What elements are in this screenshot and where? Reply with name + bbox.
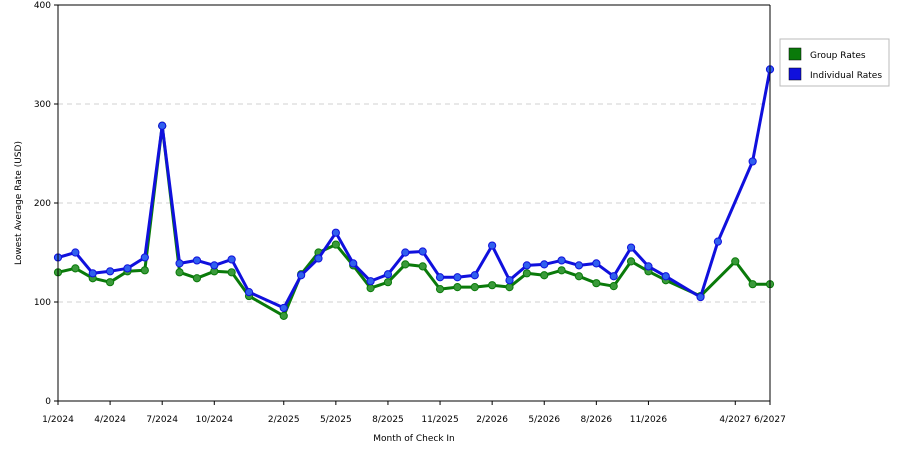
data-point[interactable] — [175, 259, 184, 268]
data-point[interactable] — [244, 288, 254, 297]
data-point[interactable] — [227, 268, 236, 277]
data-point[interactable] — [140, 253, 149, 262]
grid-lines — [58, 103, 770, 303]
data-point[interactable] — [488, 241, 497, 250]
data-point[interactable] — [71, 248, 80, 257]
data-point[interactable] — [540, 260, 549, 269]
data-point[interactable] — [505, 283, 514, 292]
data-point[interactable] — [748, 280, 757, 289]
x-tick-label: 1/2024 — [42, 415, 74, 425]
data-point[interactable] — [227, 255, 236, 264]
data-point[interactable] — [609, 282, 618, 291]
x-tick-label: 8/2026 — [581, 415, 613, 425]
data-point[interactable] — [488, 281, 497, 290]
data-point[interactable] — [696, 292, 705, 302]
data-point[interactable] — [297, 271, 306, 280]
series-layer — [53, 65, 775, 320]
data-point[interactable] — [626, 243, 636, 252]
data-point[interactable] — [557, 266, 566, 275]
x-tick-label: 8/2025 — [372, 415, 404, 425]
data-point[interactable] — [210, 261, 219, 270]
x-tick-label: 10/2024 — [196, 415, 234, 425]
axes — [57, 4, 771, 402]
data-point[interactable] — [140, 266, 149, 275]
data-point[interactable] — [366, 284, 375, 293]
data-point[interactable] — [453, 273, 462, 282]
y-tick-label: 200 — [34, 199, 51, 209]
data-point[interactable] — [401, 248, 410, 257]
y-tick-label: 400 — [34, 1, 51, 11]
x-ticks: 1/2024 4/2024 7/2024 10/2024 2/2025 5/2025 8/2… — [42, 401, 786, 425]
data-point[interactable] — [644, 262, 653, 271]
data-point[interactable] — [366, 277, 375, 286]
legend-swatch — [788, 47, 802, 61]
series-individual-rates — [53, 65, 775, 313]
data-point[interactable] — [314, 254, 323, 263]
data-point[interactable] — [401, 260, 410, 269]
x-tick-label: 2/2026 — [476, 415, 508, 425]
x-tick-label: 5/2025 — [320, 415, 352, 425]
data-point[interactable] — [279, 311, 288, 320]
data-point[interactable] — [279, 303, 288, 313]
data-point[interactable] — [522, 261, 531, 270]
data-point[interactable] — [105, 267, 115, 276]
data-point[interactable] — [574, 272, 584, 281]
legend-label: Individual Rates — [810, 71, 882, 81]
data-point[interactable] — [331, 240, 340, 249]
data-point[interactable] — [192, 256, 202, 265]
data-point[interactable] — [88, 269, 97, 278]
legend-label: Group Rates — [810, 51, 866, 61]
data-point[interactable] — [470, 283, 479, 292]
data-point[interactable] — [175, 268, 184, 277]
data-point[interactable] — [418, 262, 427, 271]
x-tick-label: 11/2025 — [421, 415, 458, 425]
data-point[interactable] — [505, 276, 514, 285]
data-point[interactable] — [574, 261, 584, 270]
data-point[interactable] — [192, 274, 202, 283]
data-point[interactable] — [435, 285, 445, 294]
data-point[interactable] — [418, 247, 427, 256]
data-point[interactable] — [731, 257, 740, 266]
data-point[interactable] — [435, 273, 445, 282]
x-tick-label: 4/2027 — [719, 415, 751, 425]
y-ticks: 0 100 200 300 400 — [34, 1, 58, 407]
x-tick-label: 11/2026 — [630, 415, 668, 425]
x-tick-label: 2/2025 — [268, 415, 300, 425]
data-point[interactable] — [453, 283, 462, 292]
x-tick-label: 7/2024 — [146, 415, 178, 425]
legend: Group Rates Individual Rates — [779, 38, 890, 87]
data-point[interactable] — [748, 157, 757, 166]
y-axis-title: Lowest Average Rate (USD) — [14, 141, 24, 265]
data-point[interactable] — [331, 228, 340, 237]
data-point[interactable] — [383, 270, 393, 279]
data-point[interactable] — [123, 264, 132, 273]
data-point[interactable] — [470, 271, 479, 280]
data-point[interactable] — [592, 259, 601, 268]
data-point[interactable] — [713, 237, 723, 246]
x-tick-label: 4/2024 — [94, 415, 126, 425]
x-axis-title: Month of Check In — [373, 434, 455, 444]
y-tick-label: 100 — [34, 298, 51, 308]
data-point[interactable] — [349, 259, 358, 268]
data-point[interactable] — [105, 278, 115, 287]
data-point[interactable] — [592, 279, 601, 288]
data-point[interactable] — [383, 278, 393, 287]
data-point[interactable] — [71, 264, 80, 273]
y-tick-label: 300 — [34, 100, 51, 110]
data-point[interactable] — [609, 272, 618, 281]
data-point[interactable] — [158, 121, 167, 130]
data-point[interactable] — [522, 269, 531, 278]
data-point[interactable] — [557, 256, 566, 265]
y-tick-label: 0 — [45, 397, 51, 407]
data-point[interactable] — [540, 271, 549, 280]
x-tick-label: 6/2027 — [754, 415, 786, 425]
legend-swatch — [788, 67, 802, 81]
data-point[interactable] — [626, 257, 636, 266]
x-tick-label: 5/2026 — [528, 415, 560, 425]
data-point[interactable] — [661, 272, 670, 281]
